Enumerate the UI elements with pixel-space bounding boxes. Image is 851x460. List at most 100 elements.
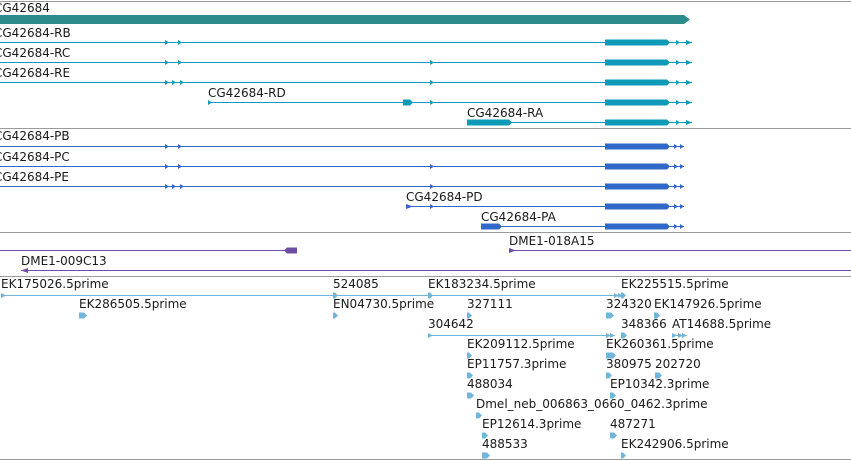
est-ek175026-5prime[interactable]: EK175026.5prime (1, 277, 623, 298)
protein-transcript-exon-1[interactable] (178, 144, 182, 149)
protein-transcript-exon-0[interactable] (165, 164, 169, 169)
rna-transcript-cg42684-rd[interactable]: CG42684-RD (208, 86, 692, 106)
rna-transcript-exon-3[interactable] (686, 120, 692, 125)
est-ek260361-5prime[interactable]: EK260361.5prime (606, 337, 714, 359)
rna-transcript-exon-1[interactable] (605, 119, 670, 126)
rna-transcript-cg42684-rc[interactable]: CG42684-RC (0, 46, 692, 66)
rna-transcript-exon-1[interactable] (178, 60, 182, 65)
est-block[interactable] (610, 392, 616, 399)
rna-transcript-exon-5[interactable] (676, 80, 680, 85)
est-block-end[interactable] (606, 333, 615, 338)
rna-transcript-cg42684-ra[interactable]: CG42684-RA (467, 106, 692, 126)
est-488533[interactable]: 488533 (482, 437, 528, 459)
rna-transcript-exon-3[interactable] (605, 59, 670, 66)
protein-transcript-exon-0[interactable] (481, 223, 502, 230)
protein-transcript-cg42684-pc[interactable]: CG42684-PC (0, 150, 684, 170)
est-348366[interactable]: 348366 (621, 317, 667, 339)
rna-transcript-exon-0[interactable] (165, 40, 169, 45)
rna-transcript-exon-3[interactable] (605, 99, 670, 106)
est-block[interactable] (467, 372, 473, 379)
est-dmel-neb-006863-0660-0462-3prime[interactable]: Dmel_neb_006863_0660_0462.3prime (476, 397, 708, 419)
gene-feature[interactable]: CG42684 (0, 1, 690, 24)
protein-transcript-exon-0[interactable] (165, 184, 169, 189)
est-block[interactable] (606, 312, 614, 319)
rna-transcript-exon-2[interactable] (430, 100, 434, 105)
est-block[interactable] (606, 352, 616, 359)
protein-transcript-exon-2[interactable] (605, 203, 670, 210)
est-380975[interactable]: 380975 (606, 357, 652, 379)
rna-transcript-exon-4[interactable] (676, 60, 680, 65)
est-ek183234-5prime[interactable]: EK183234.5prime (428, 277, 536, 299)
clone-dme1-009c13[interactable]: DME1-009C13 (0, 247, 297, 269)
rna-transcript-exon-1[interactable] (403, 99, 413, 106)
est-ek286505-5prime[interactable]: EK286505.5prime (79, 297, 187, 319)
est-block-start[interactable] (1, 293, 6, 298)
est-487271[interactable]: 487271 (610, 417, 656, 439)
protein-transcript-exon-1[interactable] (430, 204, 434, 209)
est-block-end[interactable] (678, 333, 687, 338)
est-524085[interactable]: 524085 (333, 277, 379, 299)
protein-transcript-exon-3[interactable] (605, 163, 670, 170)
protein-transcript-exon-3[interactable] (674, 144, 678, 149)
rna-transcript-exon-5[interactable] (686, 60, 692, 65)
protein-transcript-cg42684-pd[interactable]: CG42684-PD (406, 190, 684, 210)
protein-transcript-exon-1[interactable] (172, 184, 176, 189)
est-block-end[interactable] (614, 293, 623, 298)
est-block[interactable] (79, 312, 87, 319)
rna-transcript-exon-0[interactable] (165, 60, 169, 65)
est-block[interactable] (467, 312, 472, 319)
protein-transcript-exon-4[interactable] (605, 183, 670, 190)
est-block[interactable] (655, 372, 662, 379)
protein-transcript-exon-5[interactable] (680, 164, 684, 169)
rna-transcript-exon-6[interactable] (686, 80, 692, 85)
protein-transcript-exon-4[interactable] (674, 164, 678, 169)
est-block[interactable] (621, 452, 626, 459)
est-block[interactable] (476, 412, 482, 419)
rna-transcript-exon-1[interactable] (178, 40, 182, 45)
est-block[interactable] (428, 292, 433, 299)
rna-transcript-exon-2[interactable] (430, 60, 434, 65)
est-block[interactable] (606, 372, 612, 379)
rna-transcript-cg42684-rb[interactable]: CG42684-RB (0, 26, 692, 46)
protein-transcript-exon-2[interactable] (180, 184, 184, 189)
clone-block-0[interactable] (284, 247, 297, 254)
est-block[interactable] (467, 392, 474, 399)
protein-transcript-exon-3[interactable] (674, 204, 678, 209)
protein-transcript-exon-0[interactable] (406, 204, 413, 209)
est-block-start[interactable] (672, 333, 677, 338)
rna-transcript-exon-3[interactable] (676, 40, 680, 45)
protein-transcript-cg42684-pa[interactable]: CG42684-PA (481, 210, 684, 230)
protein-transcript-cg42684-pb[interactable]: CG42684-PB (0, 129, 684, 150)
est-324320[interactable]: 324320 (606, 297, 652, 319)
rna-transcript-exon-1[interactable] (172, 80, 176, 85)
est-en04730-5prime[interactable]: EN04730.5prime (333, 297, 434, 319)
est-ep10342-3prime[interactable]: EP10342.3prime (610, 377, 709, 399)
protein-transcript-exon-0[interactable] (165, 144, 169, 149)
rna-transcript-exon-4[interactable] (686, 40, 692, 45)
gene-bar[interactable] (0, 15, 690, 24)
est-ep12614-3prime[interactable]: EP12614.3prime (482, 417, 581, 439)
est-block[interactable] (621, 332, 627, 339)
clone-dme1-018a15[interactable]: DME1-018A15 (509, 234, 851, 253)
protein-transcript-exon-4[interactable] (680, 144, 684, 149)
est-ep11757-3prime[interactable]: EP11757.3prime (467, 357, 566, 379)
rna-transcript-exon-2[interactable] (180, 80, 184, 85)
est-at14688-5prime[interactable]: AT14688.5prime (672, 317, 771, 338)
est-block[interactable] (621, 292, 626, 299)
rna-transcript-exon-0[interactable] (165, 80, 169, 85)
rna-transcript-exon-4[interactable] (605, 79, 670, 86)
est-block[interactable] (654, 312, 660, 319)
protein-transcript-exon-5[interactable] (674, 184, 678, 189)
est-ek209112-5prime[interactable]: EK209112.5prime (467, 337, 575, 359)
est-block[interactable] (610, 432, 617, 439)
rna-transcript-exon-2[interactable] (605, 39, 670, 46)
est-block[interactable] (333, 312, 338, 319)
protein-transcript-exon-4[interactable] (680, 204, 684, 209)
protein-transcript-exon-2[interactable] (674, 224, 678, 229)
clone-block-0[interactable] (509, 248, 516, 253)
rna-transcript-exon-0[interactable] (208, 100, 212, 105)
est-block-start[interactable] (428, 333, 433, 338)
est-202720[interactable]: 202720 (655, 357, 701, 379)
est-327111[interactable]: 327111 (467, 297, 513, 319)
protein-transcript-exon-1[interactable] (178, 164, 182, 169)
